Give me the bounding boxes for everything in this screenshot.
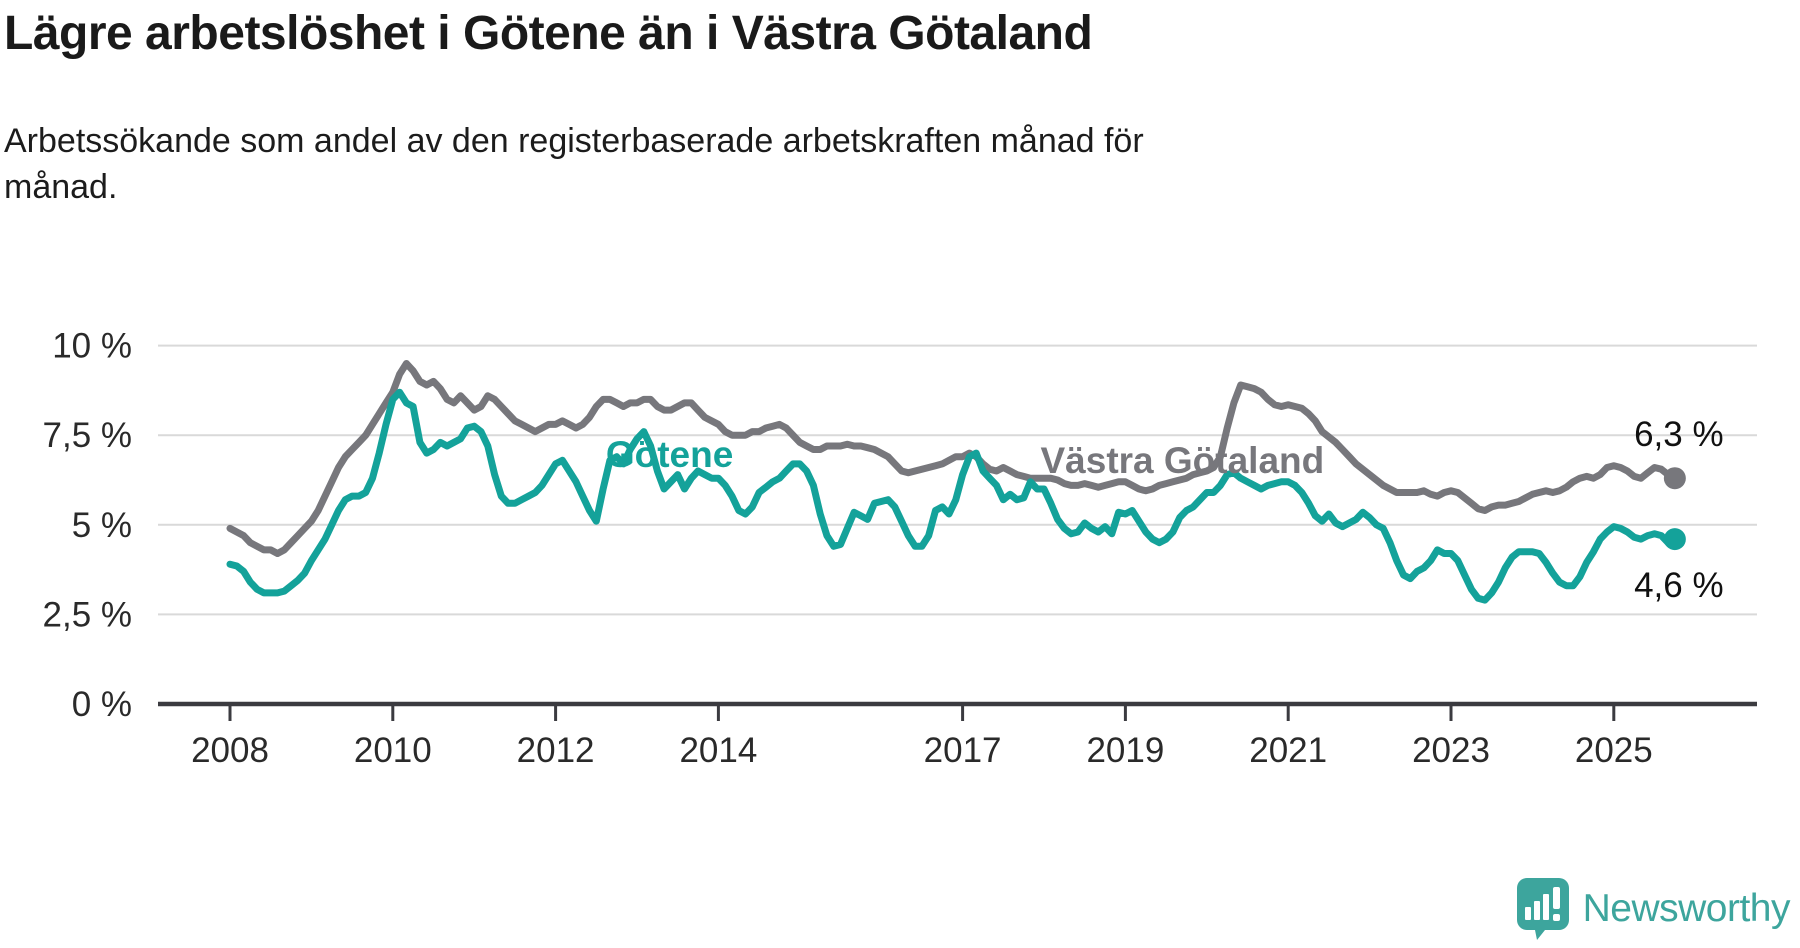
newsworthy-logo-text: Newsworthy (1582, 887, 1791, 930)
series-line-västra-götaland (226, 360, 1679, 557)
newsworthy-logo-icon (1516, 878, 1569, 940)
x-axis-tick-label: 2017 (924, 731, 1002, 770)
series-end-value-label: 6,3 % (1634, 415, 1724, 454)
x-axis-tick-label: 2014 (679, 731, 757, 770)
x-axis-tick-label: 2010 (354, 731, 432, 770)
x-axis-tick-label: 2023 (1412, 731, 1490, 770)
branding: Newsworthy (1516, 878, 1791, 940)
series-label-götene: Götene (606, 434, 733, 475)
chart-subtitle: Arbetssökande som andel av den registerb… (4, 122, 1144, 206)
y-axis-tick-label: 2,5 % (43, 595, 133, 634)
chart-title: Lägre arbetslöshet i Götene än i Västra … (4, 7, 1093, 60)
series-line-götene (226, 388, 1679, 604)
y-axis-tick-label: 5 % (72, 506, 132, 545)
x-axis-tick-label: 2019 (1086, 731, 1164, 770)
y-axis-tick-label: 10 % (52, 327, 132, 366)
series-end-dot (1663, 467, 1686, 490)
x-axis-tick-label: 2008 (191, 731, 269, 770)
series-end-value-label: 4,6 % (1634, 566, 1724, 605)
x-axis-tick-label: 2012 (517, 731, 595, 770)
x-axis-tick-label: 2025 (1575, 731, 1653, 770)
x-axis-tick-label: 2021 (1249, 731, 1327, 770)
y-axis-tick-label: 7,5 % (43, 416, 133, 455)
series-label-västra-götaland: Västra Götaland (1040, 440, 1324, 481)
series-end-dot (1663, 528, 1686, 551)
y-axis-tick-label: 0 % (72, 685, 132, 724)
